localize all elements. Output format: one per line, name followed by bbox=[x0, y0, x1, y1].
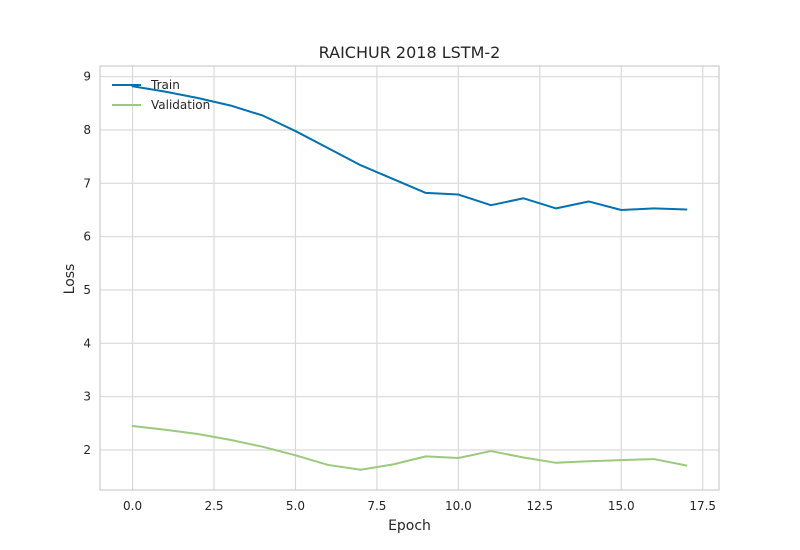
y-tick-label: 8 bbox=[83, 123, 91, 137]
x-tick-label: 10.0 bbox=[445, 499, 472, 513]
x-tick-label: 5.0 bbox=[286, 499, 305, 513]
plot-area bbox=[100, 66, 719, 490]
chart-title: RAICHUR 2018 LSTM-2 bbox=[319, 43, 501, 62]
legend: Train Validation bbox=[112, 78, 210, 112]
y-tick-label: 2 bbox=[83, 443, 91, 457]
legend-label-train: Train bbox=[150, 78, 180, 92]
x-tick-label: 17.5 bbox=[689, 499, 716, 513]
x-tick-label: 15.0 bbox=[608, 499, 635, 513]
series-line-validation bbox=[131, 425, 688, 471]
x-tick-label: 7.5 bbox=[367, 499, 386, 513]
x-axis-label: Epoch bbox=[388, 518, 431, 534]
y-tick-label: 3 bbox=[83, 390, 91, 404]
x-tick-label: 2.5 bbox=[204, 499, 223, 513]
plot-frame bbox=[99, 65, 720, 491]
x-tick-label: 12.5 bbox=[526, 499, 553, 513]
legend-label-validation: Validation bbox=[151, 98, 210, 112]
y-tick-label: 9 bbox=[83, 70, 91, 84]
series-lines bbox=[131, 85, 688, 471]
y-tick-label: 4 bbox=[83, 336, 91, 350]
y-tick-label: 5 bbox=[83, 283, 91, 297]
y-tick-label: 7 bbox=[83, 176, 91, 190]
y-tick-label: 6 bbox=[83, 230, 91, 244]
x-tick-labels: 0.0 2.5 5.0 7.5 10.0 12.5 15.0 17.5 bbox=[123, 499, 716, 513]
series-line-train bbox=[131, 85, 688, 211]
grid bbox=[100, 66, 719, 490]
x-tick-label: 0.0 bbox=[123, 499, 142, 513]
y-tick-labels: 2 3 4 5 6 7 8 9 bbox=[83, 70, 91, 457]
y-axis-label: Loss bbox=[62, 264, 78, 295]
